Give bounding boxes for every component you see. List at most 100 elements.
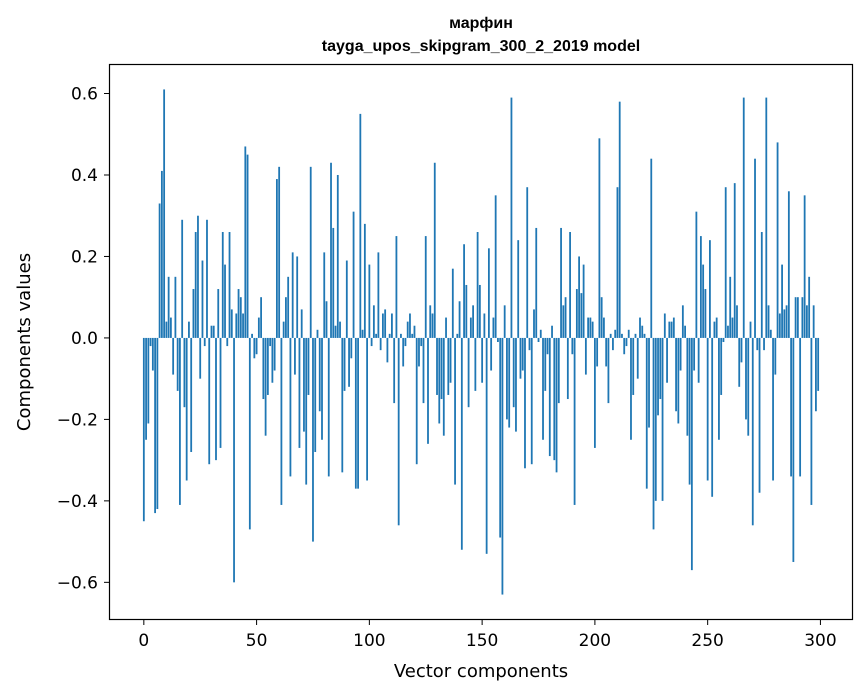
bar [422, 337, 425, 404]
bar [512, 337, 515, 408]
bar [650, 158, 653, 338]
bar [386, 337, 389, 363]
bar [273, 337, 276, 371]
bar [287, 276, 290, 338]
bar [794, 297, 797, 338]
bar [370, 337, 373, 347]
bar [142, 337, 145, 522]
y-tick-label: 0.0 [71, 329, 98, 349]
bar [255, 337, 258, 355]
bar [472, 305, 474, 338]
bar [781, 264, 783, 338]
bar [763, 337, 765, 351]
bar [197, 215, 199, 338]
bar [181, 219, 184, 338]
bar [332, 227, 335, 338]
bar [296, 256, 299, 338]
bar [580, 293, 583, 338]
bar [639, 317, 641, 338]
bar [499, 337, 502, 538]
y-tick-label: −0.2 [57, 410, 98, 430]
bar [542, 337, 544, 440]
bar [627, 329, 630, 338]
bar [623, 337, 626, 355]
bar [751, 337, 754, 526]
bar [566, 337, 569, 400]
ticks-layer: 0 50 100 150 200 250 300 −0.6 −0.4 −0.2 0.0 0.2 0.4 0… [57, 85, 837, 651]
bar [169, 317, 172, 338]
bar [481, 337, 484, 383]
bar [544, 337, 547, 391]
bar [449, 337, 452, 383]
bar [375, 333, 378, 338]
bar [526, 187, 529, 338]
bar [677, 337, 680, 424]
bar [569, 232, 571, 338]
bar [808, 276, 811, 338]
bar [693, 337, 696, 371]
bar [147, 337, 150, 424]
bar [733, 183, 736, 338]
bar [183, 337, 186, 408]
bar [294, 337, 296, 375]
bar [497, 337, 499, 342]
bar [165, 321, 168, 338]
bar [402, 337, 405, 367]
bar [391, 313, 393, 338]
bar [589, 317, 592, 338]
x-axis-label: Vector components [394, 661, 568, 682]
bar [783, 309, 786, 338]
bar [787, 191, 790, 338]
bar [799, 337, 802, 477]
bar [226, 337, 229, 347]
bar [300, 309, 303, 338]
bar [251, 333, 253, 338]
bar [521, 337, 524, 371]
bar [600, 297, 603, 338]
bar [339, 321, 341, 338]
bar [361, 329, 364, 338]
bar [519, 337, 522, 379]
bar [704, 289, 707, 338]
bar [260, 297, 262, 338]
bar [503, 305, 506, 338]
bar [796, 297, 799, 338]
bar [203, 337, 206, 347]
bar [557, 337, 560, 404]
bar [269, 337, 272, 347]
bar [695, 211, 698, 338]
y-tick-label: 0.4 [71, 166, 98, 186]
bar [772, 337, 774, 481]
bar [817, 337, 820, 391]
bar [528, 337, 531, 351]
bar [321, 337, 323, 440]
bar [612, 337, 614, 351]
bar [219, 337, 222, 448]
bar [679, 337, 682, 371]
bar [239, 297, 242, 338]
bar [325, 301, 328, 338]
bar [427, 337, 429, 444]
bar [266, 337, 269, 395]
bar [156, 337, 159, 510]
bar [433, 162, 436, 338]
bar [805, 305, 808, 338]
bar [474, 337, 477, 391]
bar [388, 333, 391, 338]
bar [185, 337, 188, 481]
bar [381, 313, 384, 338]
bar [706, 337, 709, 481]
bar [298, 337, 301, 448]
chart-title: марфин [449, 15, 513, 32]
bar [228, 232, 231, 338]
bar [659, 337, 662, 400]
bar [357, 337, 359, 489]
bar [684, 325, 686, 338]
bar [593, 337, 596, 448]
bar [235, 313, 238, 338]
bar [668, 321, 671, 338]
bar [291, 252, 294, 338]
bar [289, 337, 292, 477]
bar [754, 158, 756, 338]
